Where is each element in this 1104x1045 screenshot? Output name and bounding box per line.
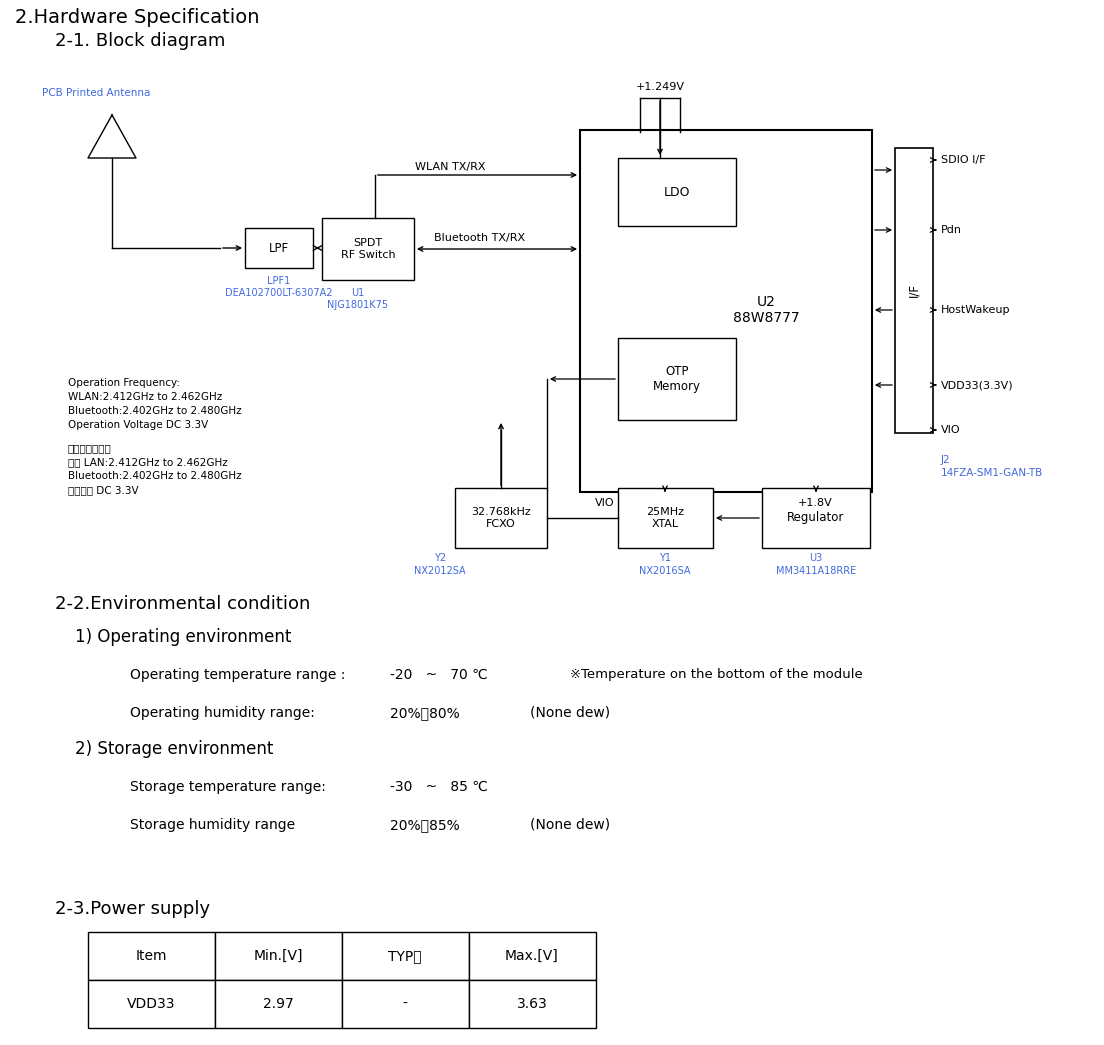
Text: 2) Storage environment: 2) Storage environment bbox=[75, 740, 274, 758]
Bar bbox=[455, 488, 546, 548]
Bar bbox=[322, 218, 414, 280]
Bar bbox=[88, 932, 215, 980]
Text: ※Temperature on the bottom of the module: ※Temperature on the bottom of the module bbox=[570, 668, 862, 681]
Text: NX2016SA: NX2016SA bbox=[639, 566, 691, 576]
Text: Storage humidity range: Storage humidity range bbox=[130, 818, 295, 832]
Text: 2-1. Block diagram: 2-1. Block diagram bbox=[55, 32, 225, 50]
Text: NJG1801K75: NJG1801K75 bbox=[328, 300, 389, 310]
Text: LDO: LDO bbox=[664, 186, 690, 199]
Text: U2
88W8777: U2 88W8777 bbox=[733, 295, 799, 325]
Bar bbox=[469, 980, 596, 1028]
Text: J2: J2 bbox=[941, 455, 951, 465]
Text: 2.97: 2.97 bbox=[263, 997, 294, 1011]
Text: 1) Operating environment: 1) Operating environment bbox=[75, 628, 291, 646]
Text: WLAN TX/RX: WLAN TX/RX bbox=[415, 162, 486, 172]
Text: NX2012SA: NX2012SA bbox=[414, 566, 466, 576]
Text: -30   ~   85 ℃: -30 ~ 85 ℃ bbox=[390, 780, 488, 794]
Text: Pdn: Pdn bbox=[941, 225, 962, 235]
Bar bbox=[88, 980, 215, 1028]
Text: -: - bbox=[403, 997, 407, 1011]
Text: Operation Voltage DC 3.3V: Operation Voltage DC 3.3V bbox=[68, 420, 209, 429]
Text: SPDT
RF Switch: SPDT RF Switch bbox=[341, 238, 395, 260]
Text: -20   ~   70 ℃: -20 ~ 70 ℃ bbox=[390, 668, 488, 682]
Bar bbox=[342, 980, 469, 1028]
Text: 無線 LAN:2.412GHz to 2.462GHz: 無線 LAN:2.412GHz to 2.462GHz bbox=[68, 457, 227, 467]
Text: +1.8V: +1.8V bbox=[797, 498, 832, 508]
Text: 2.Hardware Specification: 2.Hardware Specification bbox=[15, 8, 259, 27]
Text: Operating humidity range:: Operating humidity range: bbox=[130, 706, 315, 720]
Text: LPF: LPF bbox=[269, 241, 289, 255]
Text: 3.63: 3.63 bbox=[517, 997, 548, 1011]
Text: MM3411A18RRE: MM3411A18RRE bbox=[776, 566, 856, 576]
Text: OTP
Memory: OTP Memory bbox=[652, 365, 701, 393]
Text: Storage temperature range:: Storage temperature range: bbox=[130, 780, 326, 794]
Text: 20%～80%: 20%～80% bbox=[390, 706, 459, 720]
Bar bbox=[215, 980, 342, 1028]
Bar bbox=[215, 932, 342, 980]
Bar bbox=[618, 488, 713, 548]
Text: WLAN:2.412GHz to 2.462GHz: WLAN:2.412GHz to 2.462GHz bbox=[68, 392, 222, 402]
Text: HostWakeup: HostWakeup bbox=[941, 305, 1010, 315]
Text: Regulator: Regulator bbox=[787, 511, 845, 525]
Text: Operation Frequency:: Operation Frequency: bbox=[68, 378, 180, 388]
Text: U3: U3 bbox=[809, 553, 822, 563]
Text: DEA102700LT-6307A2: DEA102700LT-6307A2 bbox=[225, 288, 332, 298]
Text: 使用周波数帯：: 使用周波数帯： bbox=[68, 443, 112, 452]
Text: VIO: VIO bbox=[941, 425, 960, 435]
Text: (None dew): (None dew) bbox=[530, 818, 611, 832]
Text: VDD33(3.3V): VDD33(3.3V) bbox=[941, 380, 1013, 390]
Text: Y1: Y1 bbox=[659, 553, 671, 563]
Text: Item: Item bbox=[136, 949, 167, 963]
Text: (None dew): (None dew) bbox=[530, 706, 611, 720]
Bar bbox=[618, 338, 736, 420]
Bar bbox=[762, 488, 870, 548]
Text: VIO: VIO bbox=[595, 498, 615, 508]
Bar bbox=[469, 932, 596, 980]
Bar bbox=[618, 158, 736, 226]
Text: 14FZA-SM1-GAN-TB: 14FZA-SM1-GAN-TB bbox=[941, 468, 1043, 478]
Text: Bluetooth TX/RX: Bluetooth TX/RX bbox=[435, 233, 526, 243]
Text: Bluetooth:2.402GHz to 2.480GHz: Bluetooth:2.402GHz to 2.480GHz bbox=[68, 471, 242, 481]
Text: 2-3.Power supply: 2-3.Power supply bbox=[55, 900, 210, 918]
Text: Min.[V]: Min.[V] bbox=[253, 949, 302, 963]
Text: Bluetooth:2.402GHz to 2.480GHz: Bluetooth:2.402GHz to 2.480GHz bbox=[68, 407, 242, 416]
Text: Operating temperature range :: Operating temperature range : bbox=[130, 668, 346, 682]
Text: I/F: I/F bbox=[907, 283, 921, 297]
Text: TYP．: TYP． bbox=[389, 949, 422, 963]
Text: 定格電圧 DC 3.3V: 定格電圧 DC 3.3V bbox=[68, 485, 139, 495]
Bar bbox=[342, 932, 469, 980]
Text: SDIO I/F: SDIO I/F bbox=[941, 155, 986, 165]
Text: LPF1: LPF1 bbox=[267, 276, 290, 286]
Text: +1.249V: +1.249V bbox=[636, 82, 684, 92]
Text: 32.768kHz
FCXO: 32.768kHz FCXO bbox=[471, 507, 531, 529]
Text: U1: U1 bbox=[351, 288, 364, 298]
Bar bbox=[895, 148, 933, 433]
Text: VDD33: VDD33 bbox=[127, 997, 176, 1011]
Text: Max.[V]: Max.[V] bbox=[506, 949, 559, 963]
Text: 25MHz
XTAL: 25MHz XTAL bbox=[646, 507, 684, 529]
Text: 20%～85%: 20%～85% bbox=[390, 818, 459, 832]
Text: Y2: Y2 bbox=[434, 553, 446, 563]
Text: PCB Printed Antenna: PCB Printed Antenna bbox=[42, 88, 150, 98]
Text: 2-2.Environmental condition: 2-2.Environmental condition bbox=[55, 595, 310, 613]
Bar bbox=[245, 228, 314, 268]
Bar bbox=[580, 130, 872, 492]
